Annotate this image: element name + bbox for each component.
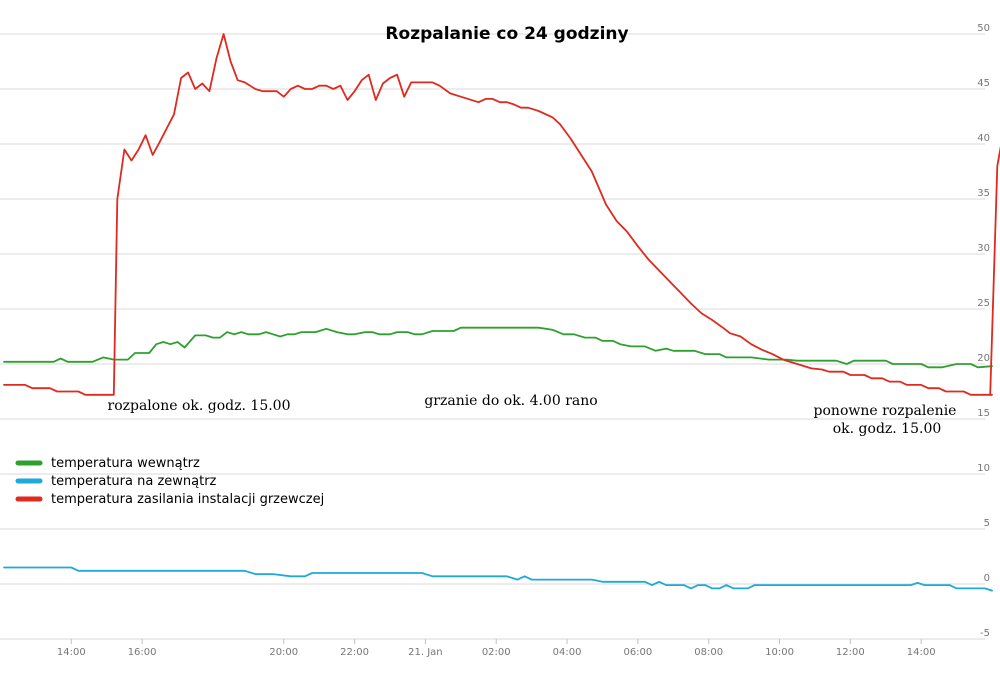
legend-label-inside: temperatura wewnątrz	[51, 456, 200, 471]
y-tick-label-8: 10	[977, 463, 990, 474]
legend-item-outside-temp[interactable]: temperatura na zewnątrz	[15, 474, 217, 489]
series-line-0	[3, 326, 993, 369]
series-layer	[3, 33, 1000, 592]
y-tick-label-9: 5	[984, 518, 990, 529]
y-tick-label-5: 25	[977, 298, 990, 309]
y-tick-label-2: 40	[977, 133, 990, 144]
x-tick-label-4: 21. Jan	[408, 647, 443, 658]
x-tick-label-5: 02:00	[482, 647, 511, 658]
x-tick-label-7: 06:00	[623, 647, 652, 658]
y-tick-label-1: 45	[977, 78, 990, 89]
y-tick-label-10: 0	[984, 573, 990, 584]
x-axis-ticks: 14:00 16:00 20:00 22:00 21. Jan 02:00 04:00 06:…	[57, 639, 936, 658]
x-tick-label-0: 14:00	[57, 647, 86, 658]
legend-item-inside-temp[interactable]: temperatura wewnątrz	[15, 456, 200, 471]
legend-label-outside: temperatura na zewnątrz	[51, 474, 217, 489]
legend: temperatura wewnątrz temperatura na zewn…	[15, 456, 324, 507]
x-tick-label-2: 20:00	[269, 647, 298, 658]
chart-title: Rozpalanie co 24 godziny	[385, 24, 628, 44]
x-tick-label-9: 10:00	[765, 647, 794, 658]
y-tick-label-7: 15	[977, 408, 990, 419]
y-tick-label-0: 50	[977, 23, 990, 34]
y-tick-label-11: -5	[980, 628, 990, 639]
y-tick-label-6: 20	[977, 353, 990, 364]
annotation-relighting-time: ok. godz. 15.00	[833, 421, 942, 437]
series-line-3	[989, 145, 1000, 396]
y-tick-label-4: 30	[977, 243, 990, 254]
legend-label-supply: temperatura zasilania instalacji grzewcz…	[51, 492, 324, 507]
grid-layer	[0, 33, 985, 640]
annotation-first-lighting: rozpalone ok. godz. 15.00	[108, 398, 291, 414]
annotation-relighting: ponowne rozpalenie	[814, 403, 957, 419]
x-tick-label-1: 16:00	[128, 647, 157, 658]
x-tick-label-11: 14:00	[907, 647, 936, 658]
legend-item-supply-temp[interactable]: temperatura zasilania instalacji grzewcz…	[15, 492, 324, 507]
y-tick-label-3: 35	[977, 188, 990, 199]
series-line-2	[3, 33, 993, 396]
x-tick-label-10: 12:00	[836, 647, 865, 658]
x-tick-label-8: 08:00	[694, 647, 723, 658]
x-tick-label-3: 22:00	[340, 647, 369, 658]
x-tick-label-6: 04:00	[553, 647, 582, 658]
annotation-heating-until: grzanie do ok. 4.00 rano	[424, 393, 597, 409]
series-line-1	[3, 566, 993, 592]
